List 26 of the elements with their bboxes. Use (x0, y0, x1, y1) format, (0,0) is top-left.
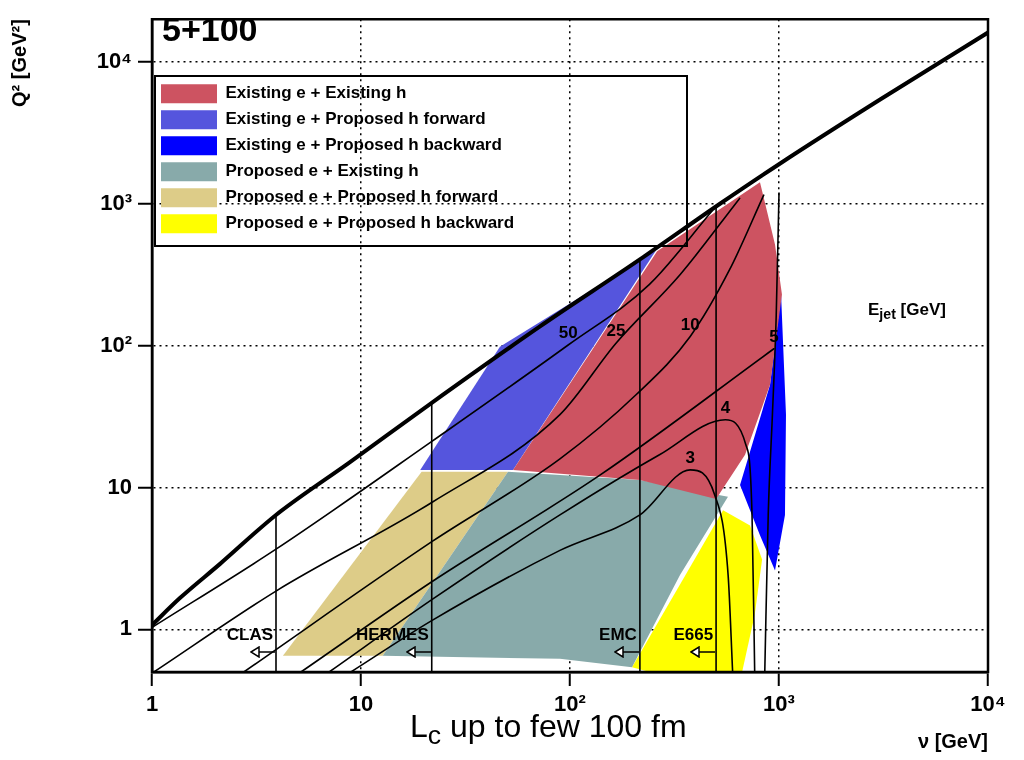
annotation: 10 (680, 314, 700, 334)
y-axis-title: Q² [GeV²] (7, 19, 30, 107)
y-tick-label: 10 (107, 473, 132, 499)
annotation: EMC (599, 624, 637, 644)
legend-label: Proposed e + Existing h (225, 161, 419, 181)
y-tick-label: 1 (119, 615, 132, 641)
annotation: 4 (720, 397, 731, 417)
annotation: CLAS (226, 624, 273, 644)
annotation: 50 (558, 323, 578, 343)
x-tick-label: 10⁴ (970, 691, 1006, 717)
y-tick-label: 10³ (100, 189, 132, 215)
x-tick-label: 10³ (763, 691, 795, 717)
x-tick-label: 1 (145, 691, 159, 717)
x-tick-label: 10 (348, 691, 374, 717)
annotation: E665 (673, 624, 714, 644)
y-tick-label: 10² (100, 331, 132, 357)
legend-label: Proposed e + Proposed h backward (225, 213, 515, 233)
annotation: 3 (685, 448, 695, 468)
x-axis-title: ν [GeV] (917, 729, 988, 752)
annotation: E$_{jet}$ [GeV] (868, 299, 946, 323)
y-tick-label: 10⁴ (96, 47, 132, 73)
legend-label: Proposed e + Proposed h forward (225, 187, 499, 207)
annotation: 25 (606, 321, 626, 341)
legend-label: Existing e + Existing h (225, 83, 407, 103)
legend-label: Existing e + Proposed h backward (225, 135, 502, 155)
legend-label: Existing e + Proposed h forward (225, 109, 486, 129)
